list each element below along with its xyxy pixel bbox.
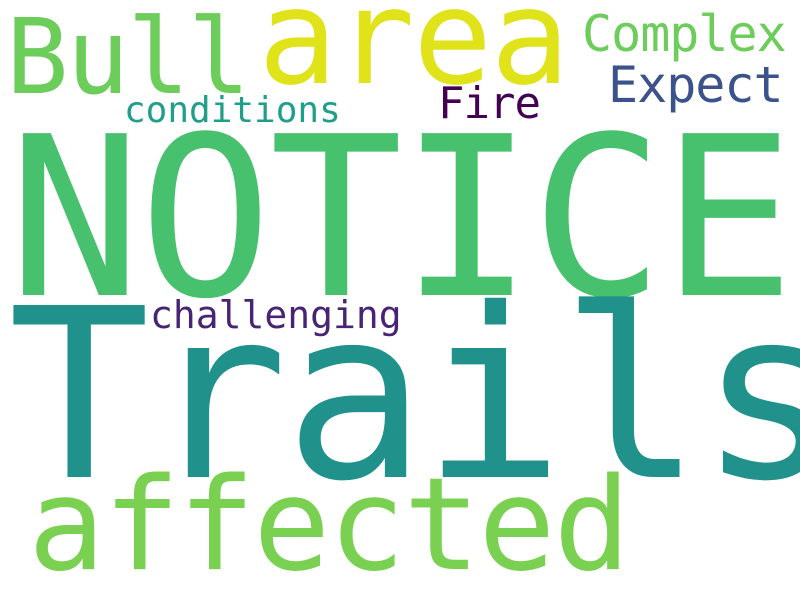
word-complex: Complex [582, 5, 787, 63]
word-conditions: conditions [124, 90, 341, 131]
word-challenging: challenging [150, 293, 402, 337]
word-trails: Trails [8, 258, 800, 533]
word-bull: Bull [6, 0, 250, 118]
word-area: area [258, 0, 570, 115]
word-expect: Expect [608, 56, 784, 114]
word-fire: Fire [438, 78, 541, 129]
word-affected: affected [28, 451, 630, 600]
word-notice: NOTICE [8, 90, 795, 348]
